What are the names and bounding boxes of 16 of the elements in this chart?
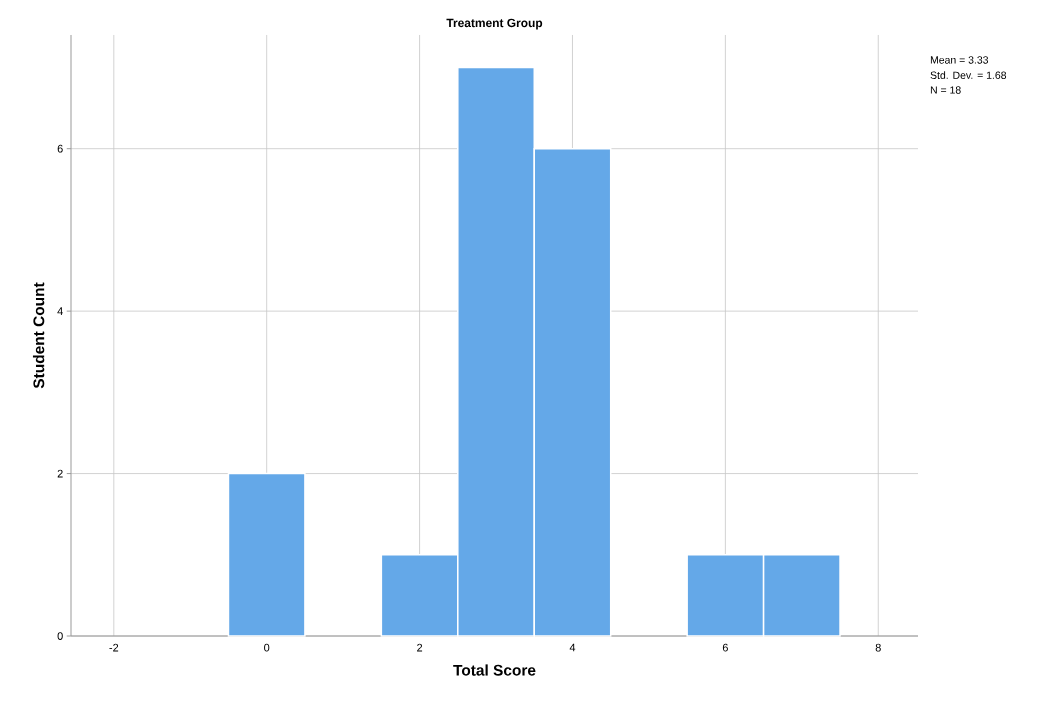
x-tick-label: 8 (875, 643, 881, 652)
text: N = 18 (930, 86, 961, 94)
y-tick-label: 2 (57, 469, 63, 478)
x-tick-label: 4 (569, 643, 576, 652)
y-tick-label: 4 (57, 307, 63, 315)
x-tick-label: 0 (264, 643, 270, 652)
y-tick-label: 0 (57, 632, 63, 640)
x-tick-label: 6 (722, 643, 728, 652)
x-tick-label: -2 (109, 643, 119, 652)
text: Mean = 3.33 (930, 56, 989, 64)
chart-title: Treatment Group (446, 18, 543, 30)
y-tick-label: 6 (57, 144, 63, 153)
text: Std. Dev. = 1.68 (930, 71, 1007, 79)
x-tick-label: 2 (417, 643, 423, 652)
x-axis-title: Total Score (453, 664, 536, 676)
y-axis-title: Student Count (32, 282, 45, 389)
